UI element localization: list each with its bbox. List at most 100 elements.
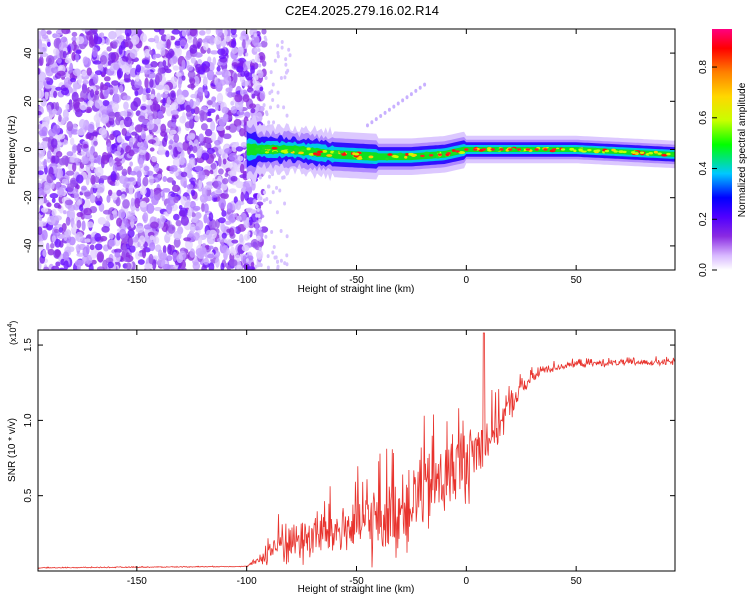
noise-blob	[81, 255, 90, 264]
noise-blob	[216, 65, 221, 72]
ridge-hotspot	[262, 146, 267, 150]
noise-blob	[236, 215, 242, 222]
snr-y-scale-prefix: (x10	[8, 327, 18, 345]
noise-blob	[228, 188, 237, 194]
noise-blob	[233, 64, 238, 69]
ridge-core-dot	[428, 154, 434, 157]
ridge-hotspot	[339, 150, 344, 154]
noise-blob	[198, 133, 204, 143]
ridge-hotspot	[287, 149, 294, 153]
noise-blob	[252, 198, 257, 205]
noise-blob	[135, 64, 142, 73]
noise-blob	[129, 216, 138, 222]
noise-blob	[246, 197, 255, 205]
noise-blob	[70, 77, 77, 83]
noise-blob	[180, 176, 187, 187]
noise-blob	[179, 39, 187, 47]
snr-y-scale: (x104)	[7, 321, 18, 345]
noise-blob	[83, 143, 89, 149]
noise-blob	[75, 49, 82, 55]
noise-blob	[185, 111, 192, 117]
noise-blob	[121, 127, 127, 136]
ridge-hotspot	[387, 153, 393, 156]
ridge-core-dot	[464, 148, 469, 151]
noise-blob	[149, 50, 154, 56]
noise-blob	[184, 201, 191, 206]
noise-blob	[50, 138, 58, 149]
noise-blob	[236, 201, 245, 206]
noise-blob	[173, 133, 180, 143]
spectrogram-marks	[38, 29, 675, 270]
noise-blob	[187, 35, 193, 44]
noise-blob	[103, 76, 111, 82]
ridge-core-dot	[420, 154, 425, 158]
noise-blob	[102, 259, 108, 270]
noise-blob	[83, 191, 91, 197]
noise-blob	[178, 156, 186, 166]
noise-blob	[49, 193, 59, 199]
noise-blob	[152, 136, 160, 147]
y-tick-label: 0	[23, 146, 34, 152]
noise-blob	[218, 116, 226, 127]
ridge-hotspot	[353, 154, 360, 158]
noise-blob	[220, 220, 225, 232]
noise-blob	[51, 208, 57, 217]
noise-blob	[65, 103, 70, 110]
noise-blob	[218, 198, 227, 209]
noise-blob	[85, 133, 91, 140]
ridge-hotspot	[333, 151, 339, 155]
noise-blob	[258, 63, 262, 68]
x-tick-label: -150	[127, 576, 147, 587]
noise-blob	[137, 176, 142, 187]
trace-dot	[370, 120, 374, 125]
noise-blob	[51, 265, 60, 270]
noise-blob	[194, 114, 200, 122]
noise-blob	[139, 187, 147, 196]
noise-blob	[148, 253, 154, 265]
trace-dot	[374, 117, 378, 122]
noise-blob	[214, 103, 219, 111]
noise-blob	[183, 237, 192, 242]
noise-blob	[46, 30, 52, 35]
noise-blob	[223, 29, 228, 37]
noise-blob	[215, 29, 223, 37]
noise-blob	[167, 224, 176, 234]
x-tick-label: -50	[349, 576, 364, 587]
noise-blob	[143, 165, 150, 172]
noise-blob	[147, 37, 156, 43]
noise-blob	[45, 54, 55, 66]
noise-blob	[122, 244, 127, 251]
chart-title: C2E4.2025.279.16.02.R14	[285, 3, 439, 18]
noise-blob	[142, 93, 147, 102]
colorbar-tick-label: 0.4	[698, 161, 709, 175]
noise-blob	[258, 247, 262, 252]
noise-blob	[134, 197, 141, 209]
noise-blob	[223, 74, 232, 85]
noise-blob	[285, 113, 289, 118]
noise-blob	[134, 90, 139, 97]
colorbar-tick-label: 0.0	[698, 263, 709, 277]
noise-blob	[214, 189, 223, 195]
noise-blob	[230, 246, 235, 256]
noise-blob	[133, 97, 142, 108]
noise-blob	[90, 156, 95, 162]
noise-blob	[207, 70, 215, 76]
noise-blob	[169, 129, 177, 135]
noise-blob	[148, 139, 156, 144]
noise-blob	[189, 29, 198, 37]
ridge-core-dot	[455, 150, 460, 153]
noise-blob	[111, 143, 115, 150]
noise-blob	[228, 152, 238, 161]
noise-blob	[65, 230, 69, 238]
noise-blob	[60, 87, 70, 96]
noise-blob	[116, 67, 124, 79]
noise-blob	[222, 178, 229, 185]
ridge-core-dot	[648, 152, 654, 155]
noise-blob	[57, 204, 62, 209]
noise-blob	[246, 207, 254, 213]
noise-blob	[207, 253, 215, 259]
noise-blob	[100, 114, 110, 124]
noise-blob	[94, 233, 102, 242]
ridge-hotspot	[409, 152, 414, 156]
noise-blob	[252, 79, 256, 84]
